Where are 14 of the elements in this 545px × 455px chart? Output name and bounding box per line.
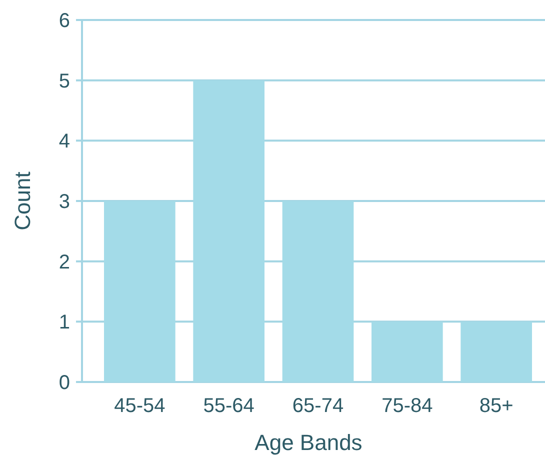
y-tick-label: 1 <box>58 312 70 334</box>
y-tick-label: 2 <box>58 251 70 274</box>
x-tick-label: 55-64 <box>203 395 254 417</box>
y-tick-label: 4 <box>58 130 70 153</box>
x-tick-label: 65-74 <box>292 395 344 417</box>
x-tick-label: 45-54 <box>114 395 166 417</box>
y-tick-label: 5 <box>58 70 70 92</box>
x-tick-label: 75-84 <box>382 395 433 417</box>
x-tick-label: 85+ <box>479 395 514 417</box>
y-tick-label: 6 <box>58 10 70 32</box>
y-tick-label: 3 <box>58 191 70 213</box>
y-tick-label: 0 <box>58 372 70 394</box>
y-axis-title: Count <box>10 172 35 230</box>
x-axis-title: Age Bands <box>254 430 362 455</box>
